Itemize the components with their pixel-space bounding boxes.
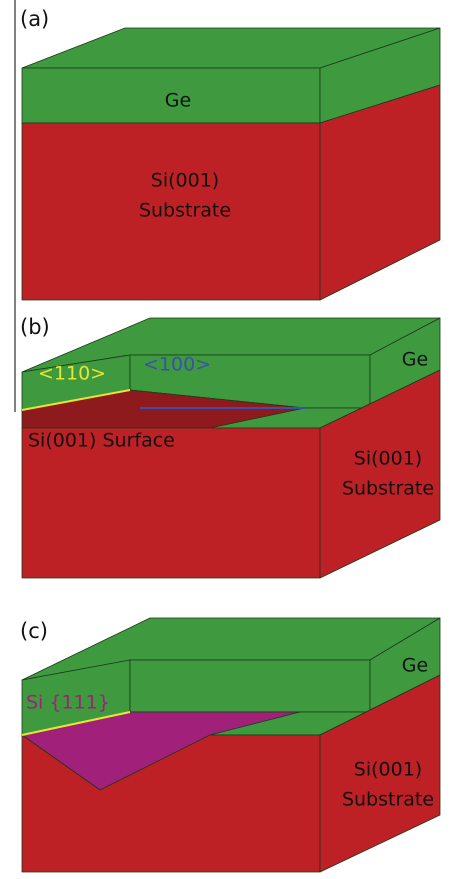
panel-c: (c) Ge Si {111} Si(001) Substrate bbox=[20, 618, 440, 872]
si-side bbox=[320, 85, 440, 300]
diagram: (a) Ge Si(001) Substrate (b) Ge <110> <1… bbox=[0, 0, 457, 879]
substrate-label: Substrate bbox=[139, 200, 231, 222]
surface-label: Si(001) Surface bbox=[28, 430, 175, 452]
trench-wall bbox=[130, 660, 370, 712]
substrate-label: Si(001) bbox=[354, 448, 422, 470]
ge-label: Ge bbox=[402, 349, 428, 371]
facet-label: Si {111} bbox=[26, 692, 110, 714]
panel-a: (a) Ge Si(001) Substrate bbox=[20, 7, 440, 300]
panel-label: (a) bbox=[20, 7, 49, 31]
direction-label: <100> bbox=[143, 354, 211, 376]
substrate-label: Si(001) bbox=[151, 170, 219, 192]
substrate-label: Substrate bbox=[342, 478, 434, 500]
substrate-label: Substrate bbox=[342, 789, 434, 811]
ge-label: Ge bbox=[402, 655, 428, 677]
panel-b: (b) Ge <110> <100> Si(001) Surface Si(00… bbox=[20, 315, 440, 578]
direction-label: <110> bbox=[38, 363, 106, 385]
substrate-label: Si(001) bbox=[354, 759, 422, 781]
ge-label: Ge bbox=[165, 90, 191, 112]
panel-label: (b) bbox=[20, 315, 50, 339]
panel-label: (c) bbox=[20, 619, 48, 643]
